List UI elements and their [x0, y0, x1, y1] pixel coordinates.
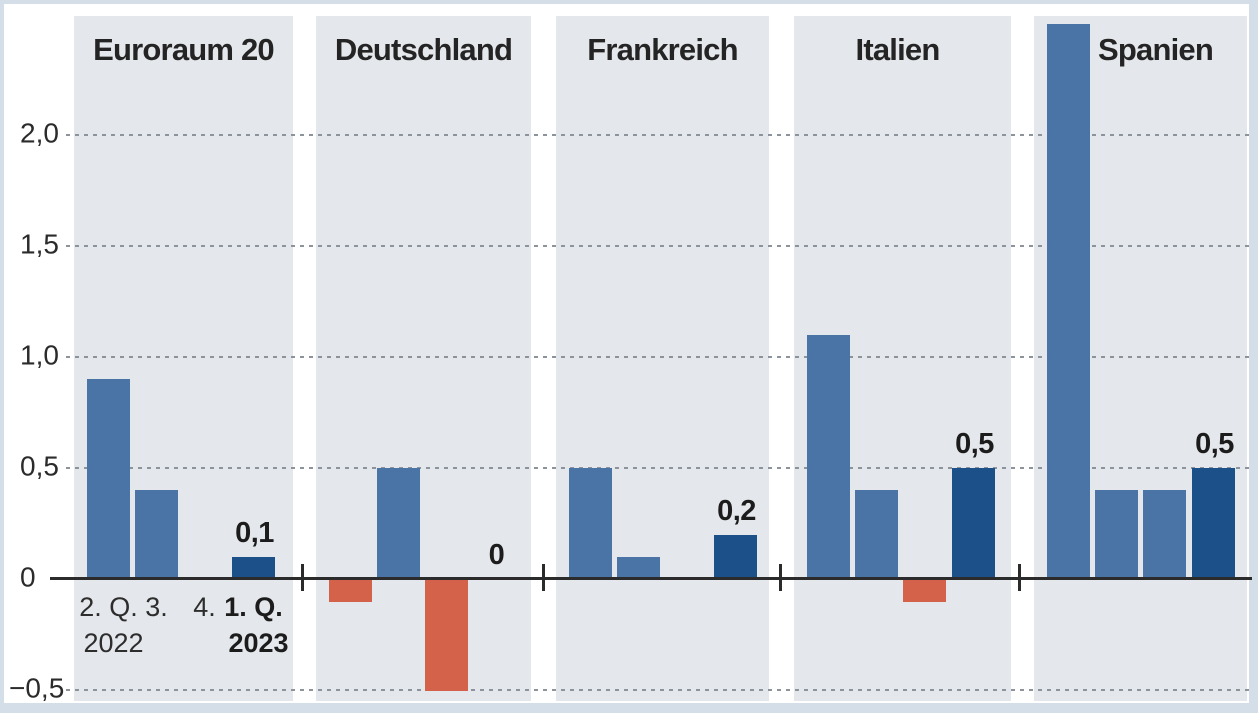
bar-spanien-q2 [1095, 490, 1138, 579]
gridline-−0,5 [66, 689, 1252, 691]
bar-deutschland-q1 [329, 580, 372, 603]
bar-italien-q3 [903, 580, 946, 603]
bar-spanien-q3 [1143, 490, 1186, 579]
x-axis-label-q3: 4. [193, 592, 216, 622]
gridline-1,0 [66, 356, 1252, 358]
value-label-deutschland: 0 [488, 539, 505, 571]
axis-separator-tick [542, 564, 545, 591]
bar-frankreich-q4 [714, 534, 757, 579]
panel-title-deutschland: Deutschland [334, 32, 513, 67]
y-axis-tick-label: 0,5 [20, 450, 59, 482]
axis-separator-tick [779, 564, 782, 591]
axis-separator-tick [1018, 564, 1021, 591]
panel-title-italien: Italien [855, 32, 941, 67]
bar-spanien-q1 [1047, 24, 1090, 579]
value-label-frankreich: 0,2 [717, 494, 756, 527]
panel-frankreich [556, 16, 769, 701]
bar-euroraum-20-q4 [232, 556, 275, 579]
x-axis-label-year: 2022 [83, 628, 144, 658]
bar-euroraum-20-q2 [135, 490, 178, 579]
value-label-euroraum-20: 0,1 [235, 516, 274, 549]
gridline-2,0 [66, 134, 1252, 136]
x-axis-label-q4: 1. Q. [224, 592, 283, 622]
bar-deutschland-q3 [425, 580, 468, 691]
bar-frankreich-q1 [569, 468, 612, 579]
y-axis-tick-label: −0,5 [9, 672, 65, 704]
panel-title-spanien: Spanien [1098, 32, 1214, 67]
bar-spanien-q4 [1192, 468, 1235, 579]
y-axis-tick-label: 2,0 [20, 117, 59, 149]
panel-euroraum-20 [74, 16, 293, 701]
x-axis-zero-line [50, 577, 1252, 580]
gdp-quarterly-bar-chart: 2,0 1,5 1,0 0,5 0 −0,5 0,1 0 0,2 0,5 0,5 Euroraum 2… [4, 4, 1258, 717]
value-label-spanien: 0,5 [1195, 428, 1234, 460]
x-axis-label-q1: 2. Q. [79, 592, 138, 622]
bar-italien-q2 [855, 490, 898, 579]
gridline-1,5 [66, 245, 1252, 247]
value-label-italien: 0,5 [955, 428, 994, 460]
bar-italien-q4 [952, 468, 995, 579]
bar-italien-q1 [807, 334, 850, 579]
panel-title-frankreich: Frankreich [587, 32, 738, 67]
x-axis-label-q2: 3. [145, 592, 168, 622]
bar-frankreich-q2 [617, 556, 660, 579]
gridline-0,5 [66, 467, 1252, 469]
bar-euroraum-20-q1 [87, 379, 130, 579]
x-axis-label-year: 2023 [228, 628, 289, 658]
y-axis-tick-label: 1,0 [20, 339, 59, 371]
y-axis-tick-label: 1,5 [20, 228, 59, 260]
axis-separator-tick [301, 564, 304, 591]
y-axis-tick-label: 0 [20, 561, 36, 593]
bar-deutschland-q2 [377, 468, 420, 579]
panel-title-euroraum-20: Euroraum 20 [93, 32, 275, 67]
